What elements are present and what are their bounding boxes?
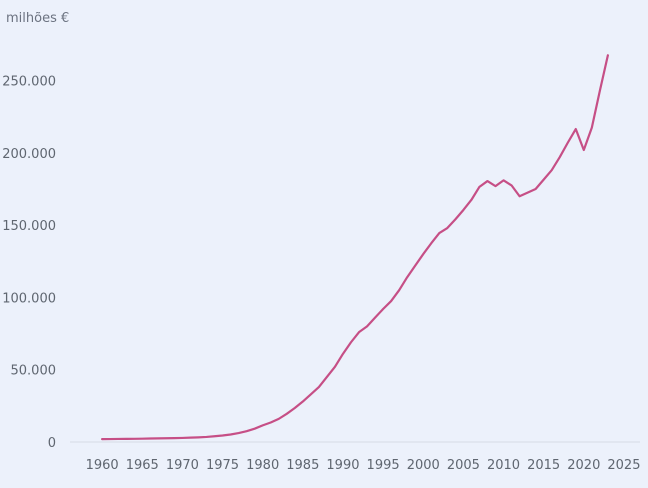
y-axis-ticks: 0 50.000 100.000 150.000 200.000 250.000 bbox=[2, 75, 56, 451]
unit-label: milhões € bbox=[6, 11, 69, 26]
x-tick-label: 2015 bbox=[527, 458, 560, 473]
series-line bbox=[101, 54, 609, 441]
x-tick-label: 2000 bbox=[407, 458, 440, 473]
x-tick-label: 1960 bbox=[86, 458, 119, 473]
x-tick-label: 1970 bbox=[166, 458, 199, 473]
y-tick-label: 100.000 bbox=[2, 291, 56, 306]
x-tick-label: 2020 bbox=[567, 458, 600, 473]
series-group bbox=[101, 54, 609, 441]
x-tick-label: 2010 bbox=[487, 458, 520, 473]
x-tick-label: 1995 bbox=[367, 458, 400, 473]
x-tick-label: 2025 bbox=[607, 458, 640, 473]
x-axis-ticks: 1960 1965 1970 1975 1980 1985 1990 1995 2000 2005… bbox=[86, 458, 641, 473]
y-tick-label: 250.000 bbox=[2, 75, 56, 90]
x-tick-label: 1985 bbox=[286, 458, 319, 473]
x-tick-label: 1990 bbox=[326, 458, 359, 473]
y-tick-label: 0 bbox=[48, 436, 56, 451]
x-tick-label: 1965 bbox=[126, 458, 159, 473]
y-tick-label: 150.000 bbox=[2, 219, 56, 234]
x-tick-label: 2005 bbox=[447, 458, 480, 473]
x-tick-label: 1975 bbox=[206, 458, 239, 473]
x-tick-label: 1980 bbox=[246, 458, 279, 473]
y-tick-label: 50.000 bbox=[11, 364, 57, 379]
y-tick-label: 200.000 bbox=[2, 147, 56, 162]
